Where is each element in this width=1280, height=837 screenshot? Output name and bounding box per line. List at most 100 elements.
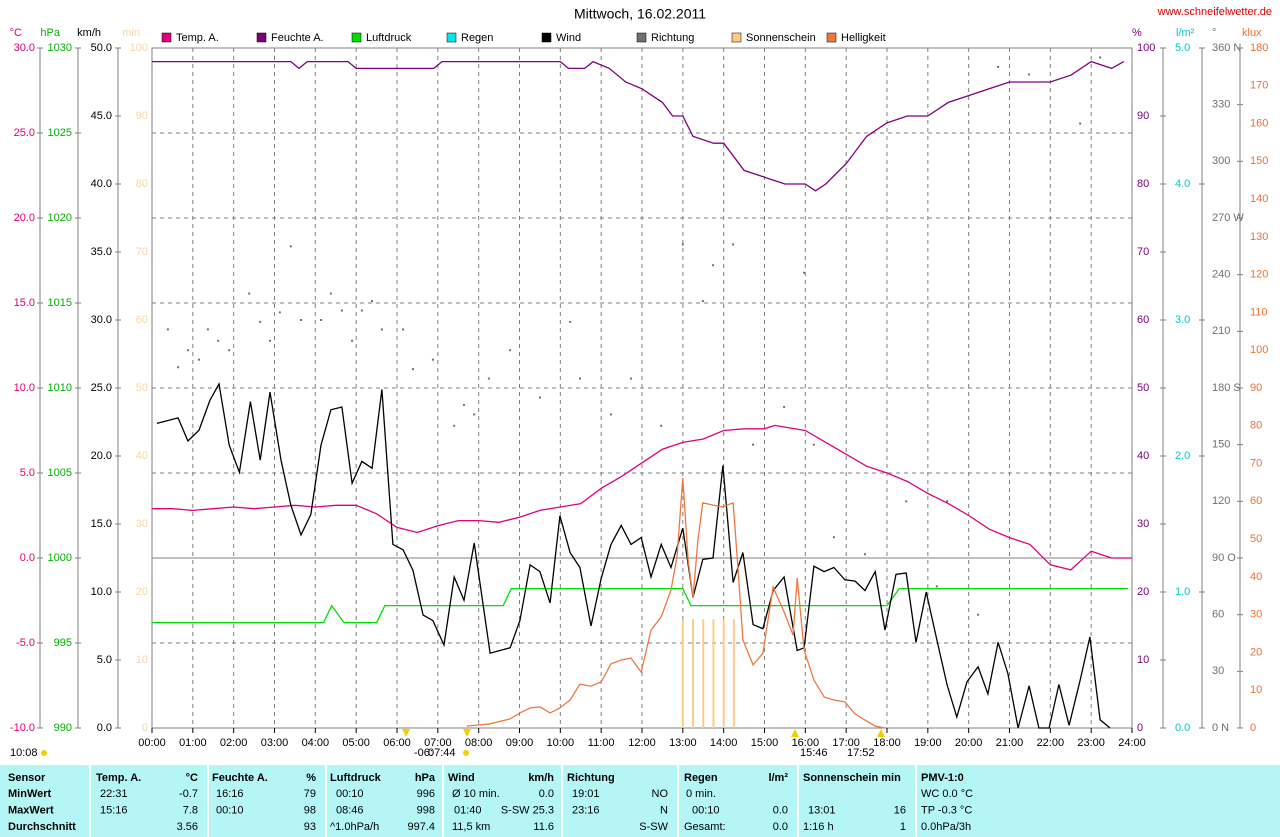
- x-tick-label: 08:00: [465, 737, 493, 749]
- legend-label: Wind: [556, 32, 581, 44]
- direction-dot: [977, 613, 980, 616]
- series-line: [466, 477, 886, 729]
- direction-dot: [578, 377, 581, 380]
- direction-dot: [681, 243, 684, 246]
- y-tick-label: 0.0: [1175, 722, 1190, 734]
- y-tick-label: 10: [1250, 684, 1262, 696]
- table-header: %: [306, 772, 316, 784]
- x-tick-label: 03:00: [261, 737, 289, 749]
- y-tick-label: 70: [136, 246, 148, 258]
- y-tick-label: 1000: [48, 552, 72, 564]
- table-cell: Gesamt:: [684, 821, 726, 833]
- table-cell: 13:01: [808, 804, 836, 816]
- table-cell: TP -0.3 °C: [921, 804, 972, 816]
- axis-title: klux: [1242, 27, 1262, 39]
- y-tick-label: 0 N: [1212, 722, 1229, 734]
- legend-swatch: [541, 32, 552, 43]
- y-tick-label: 10.0: [91, 586, 112, 598]
- table-cell: 00:10: [692, 804, 720, 816]
- y-tick-label: 15.0: [14, 297, 35, 309]
- table-cell: 00:10: [216, 804, 244, 816]
- direction-dot: [380, 328, 383, 331]
- table-cell: 11,5 km: [452, 821, 490, 833]
- y-tick-label: 140: [1250, 193, 1268, 205]
- y-tick-label: 50: [1137, 382, 1149, 394]
- table-header: Richtung: [567, 772, 615, 784]
- table-cell: 98: [304, 804, 316, 816]
- x-tick-label: 12:00: [628, 737, 656, 749]
- direction-dot: [609, 413, 612, 416]
- direction-dot: [803, 271, 806, 274]
- y-tick-label: 10: [136, 654, 148, 666]
- y-tick-label: 0: [1250, 722, 1256, 734]
- table-cell: 15:16: [100, 804, 128, 816]
- legend-label: Feuchte A.: [271, 32, 324, 44]
- x-tick-label: 06:00: [383, 737, 411, 749]
- y-tick-label: 1010: [48, 382, 72, 394]
- series-line: [152, 60, 1125, 192]
- direction-dot: [402, 328, 405, 331]
- y-tick-label: 330: [1212, 99, 1230, 111]
- legend-swatch: [826, 32, 837, 43]
- y-tick-label: 170: [1250, 80, 1268, 92]
- y-tick-label: 0.0: [20, 552, 35, 564]
- direction-dot: [340, 309, 343, 312]
- y-tick-label: 100: [130, 42, 148, 54]
- y-tick-label: 10: [1137, 654, 1149, 666]
- table-cell: 16:16: [216, 788, 244, 800]
- y-tick-label: 110: [1250, 306, 1268, 318]
- table-cell: WC 0.0 °C: [921, 788, 973, 800]
- table-cell: 1: [900, 821, 906, 833]
- annotation: 07:44: [428, 747, 456, 759]
- y-tick-label: 45.0: [91, 110, 112, 122]
- x-tick-label: 14:00: [710, 737, 738, 749]
- y-tick-label: 70: [1250, 457, 1262, 469]
- series-line: [156, 381, 1111, 729]
- table-header: hPa: [415, 772, 436, 784]
- direction-dot: [1079, 122, 1082, 125]
- y-tick-label: 20.0: [91, 450, 112, 462]
- table-cell: 0.0: [539, 788, 554, 800]
- table-cell: 22:31: [100, 788, 128, 800]
- y-tick-label: 160: [1250, 117, 1268, 129]
- y-tick-label: 10.0: [14, 382, 35, 394]
- x-tick-label: 21:00: [996, 737, 1024, 749]
- direction-dot: [487, 377, 490, 380]
- y-tick-label: 180 S: [1212, 382, 1241, 394]
- x-tick-label: 01:00: [179, 737, 207, 749]
- direction-dot: [197, 358, 200, 361]
- y-tick-label: 5.0: [20, 467, 35, 479]
- direction-dot: [431, 358, 434, 361]
- table-cell: 1:16 h: [803, 821, 834, 833]
- legend-label: Luftdruck: [366, 32, 412, 44]
- direction-dot: [473, 413, 476, 416]
- legend-label: Regen: [461, 32, 493, 44]
- annotation: -06:: [414, 747, 433, 759]
- y-tick-label: 20: [1250, 646, 1262, 658]
- direction-dot: [351, 339, 354, 342]
- x-tick-label: 09:00: [506, 737, 534, 749]
- axis-title: km/h: [77, 27, 101, 39]
- y-tick-label: 40: [1137, 450, 1149, 462]
- series-line: [152, 587, 1128, 624]
- table-cell: Ø 10 min.: [452, 788, 500, 800]
- y-tick-label: -5.0: [16, 637, 35, 649]
- y-tick-label: -10.0: [10, 722, 35, 734]
- y-tick-label: 270 W: [1212, 212, 1244, 224]
- legend-swatch: [351, 32, 362, 43]
- table-cell: ^1.0hPa/h: [330, 821, 379, 833]
- direction-dot: [660, 424, 663, 427]
- y-tick-label: 30: [1250, 609, 1262, 621]
- axis-title: %: [1132, 27, 1142, 39]
- table-cell: S-SW: [639, 821, 668, 833]
- y-tick-label: 50: [136, 382, 148, 394]
- x-tick-label: 00:00: [138, 737, 166, 749]
- direction-dot: [177, 366, 180, 369]
- y-tick-label: 80: [1137, 178, 1149, 190]
- direction-dot: [629, 377, 632, 380]
- y-tick-label: 25.0: [91, 382, 112, 394]
- table-header: l/m²: [768, 772, 788, 784]
- y-tick-label: 150: [1250, 155, 1268, 167]
- y-tick-label: 1020: [48, 212, 72, 224]
